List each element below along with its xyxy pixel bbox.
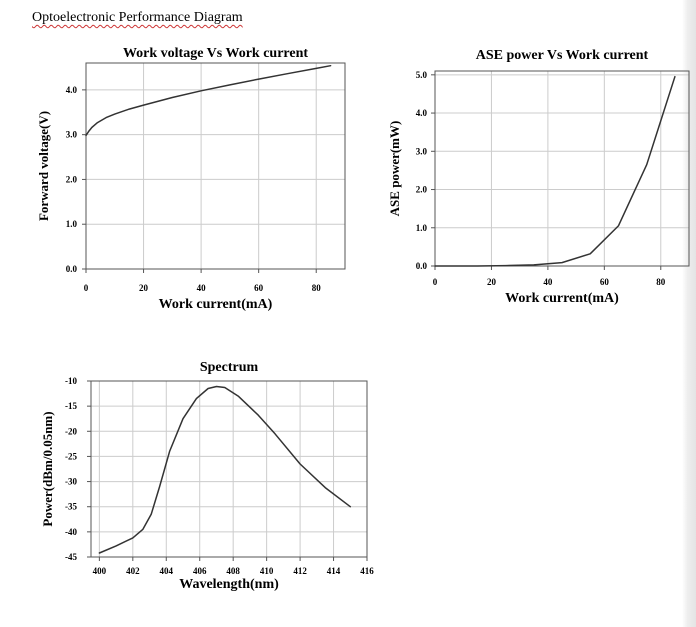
spectrum-y-tick-label: -10 [65, 376, 77, 386]
voltage-chart-title: Work voltage Vs Work current [123, 46, 308, 61]
voltage-y-tick-label: 1.0 [66, 219, 78, 229]
ase-y-tick-label: 0.0 [416, 261, 428, 271]
spectrum-x-tick-label: 410 [260, 566, 274, 576]
spectrum-y-tick-label: -30 [65, 477, 77, 487]
page-title: Optoelectronic Performance Diagram [32, 10, 243, 25]
voltage-x-tick-label: 20 [139, 283, 149, 293]
voltage-x-tick-label: 0 [84, 283, 89, 293]
voltage-y-tick-label: 0.0 [66, 264, 78, 274]
spectrum-y-tick-label: -35 [65, 502, 77, 512]
spectrum-x-tick-label: 404 [160, 566, 174, 576]
spectrum-y-axis-label: Power(dBm/0.05nm) [40, 411, 55, 526]
voltage-y-axis-label: Forward voltage(V) [36, 111, 51, 221]
ase-y-tick-label: 2.0 [416, 185, 428, 195]
spectrum-x-tick-label: 402 [126, 566, 140, 576]
window-edge [682, 0, 696, 627]
voltage-x-tick-label: 80 [312, 283, 322, 293]
spectrum-y-tick-label: -25 [65, 451, 77, 461]
voltage-y-tick-label: 2.0 [66, 174, 78, 184]
voltage-y-tick-label: 3.0 [66, 130, 78, 140]
ase-series-line [434, 75, 676, 267]
ase-chart-title: ASE power Vs Work current [476, 48, 649, 63]
ase-x-tick-label: 0 [433, 277, 438, 287]
ase-y-tick-label: 1.0 [416, 223, 428, 233]
spectrum-chart-title: Spectrum [200, 360, 259, 375]
spectrum-y-tick-label: -45 [65, 552, 77, 562]
spectrum-x-tick-label: 406 [193, 566, 207, 576]
ase-y-tick-label: 4.0 [416, 108, 428, 118]
voltage-x-tick-label: 60 [254, 283, 264, 293]
spectrum-x-tick-label: 414 [327, 566, 341, 576]
ase-y-tick-label: 5.0 [416, 70, 428, 80]
ase-plot-frame [434, 70, 690, 267]
spectrum-series-line [98, 385, 352, 554]
ase-x-tick-label: 20 [487, 277, 497, 287]
spectrum-x-tick-label: 400 [93, 566, 107, 576]
voltage-plot-frame [85, 62, 346, 270]
spectrum-y-tick-label: -20 [65, 426, 77, 436]
ase-y-tick-label: 3.0 [416, 146, 428, 156]
ase-x-axis-label: Work current(mA) [505, 291, 619, 306]
ase-x-tick-label: 80 [656, 277, 666, 287]
ase-x-tick-label: 40 [543, 277, 553, 287]
spectrum-x-tick-label: 408 [226, 566, 240, 576]
voltage-x-tick-label: 40 [197, 283, 207, 293]
spectrum-plot-frame [90, 380, 368, 558]
voltage-y-tick-label: 4.0 [66, 85, 78, 95]
ase-y-axis-label: ASE power(mW) [387, 121, 402, 217]
voltage-series-line [85, 64, 332, 137]
spectrum-x-tick-label: 412 [293, 566, 307, 576]
spectrum-x-tick-label: 416 [360, 566, 374, 576]
spectrum-x-axis-label: Wavelength(nm) [179, 577, 279, 592]
spectrum-y-tick-label: -40 [65, 527, 77, 537]
voltage-x-axis-label: Work current(mA) [159, 297, 273, 312]
ase-x-tick-label: 60 [600, 277, 610, 287]
spectrum-y-tick-label: -15 [65, 401, 77, 411]
